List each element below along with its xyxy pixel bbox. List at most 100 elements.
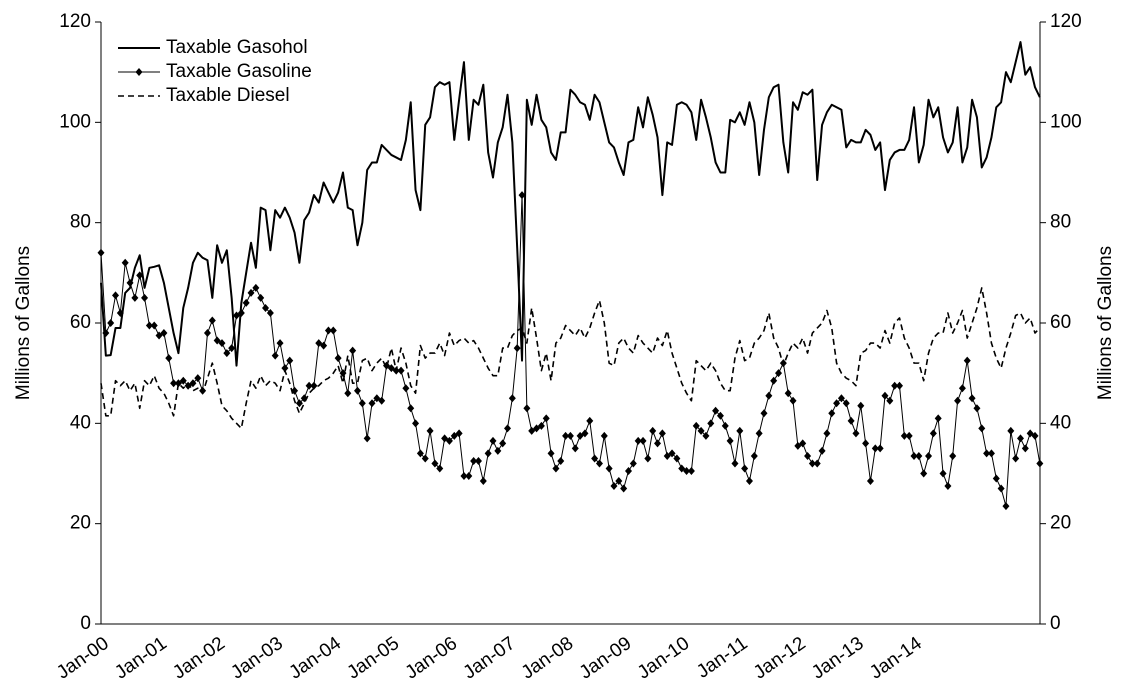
data-marker	[557, 456, 565, 465]
data-marker	[421, 454, 429, 463]
y2-tick-label: 40	[1050, 412, 1071, 433]
y-tick-label: 60	[70, 312, 91, 333]
data-marker	[262, 303, 270, 312]
legend-marker	[135, 68, 143, 76]
data-marker	[571, 444, 579, 453]
data-marker	[978, 424, 986, 433]
data-marker	[271, 351, 279, 360]
data-marker	[363, 434, 371, 443]
data-marker	[518, 191, 526, 200]
data-marker	[925, 451, 933, 460]
data-marker	[213, 336, 221, 345]
y2-axis-title: Millions of Gallons	[1095, 246, 1116, 400]
data-marker	[862, 439, 870, 448]
data-marker	[750, 451, 758, 460]
data-marker	[891, 381, 899, 390]
data-marker	[562, 431, 570, 440]
data-marker	[678, 464, 686, 473]
data-marker	[387, 364, 395, 373]
data-marker	[358, 399, 366, 408]
data-marker	[794, 441, 802, 450]
data-marker	[857, 401, 865, 410]
data-marker	[707, 419, 715, 428]
data-marker	[194, 374, 202, 383]
data-marker	[150, 321, 158, 330]
data-marker	[745, 477, 753, 486]
data-marker	[295, 399, 303, 408]
data-marker	[445, 436, 453, 445]
data-marker	[233, 311, 241, 320]
data-marker	[416, 449, 424, 458]
data-marker	[378, 396, 386, 405]
data-marker	[537, 421, 545, 430]
data-marker	[513, 344, 521, 353]
y-tick-label: 100	[59, 111, 91, 132]
data-marker	[886, 396, 894, 405]
y-tick-label: 0	[80, 613, 91, 634]
data-marker	[852, 429, 860, 438]
data-marker	[949, 451, 957, 460]
data-marker	[726, 436, 734, 445]
data-marker	[566, 431, 574, 440]
data-marker	[595, 459, 603, 468]
data-marker	[1007, 426, 1015, 435]
data-marker	[731, 459, 739, 468]
data-marker	[155, 331, 163, 340]
data-marker	[112, 291, 120, 300]
data-marker	[436, 464, 444, 473]
data-marker	[1002, 502, 1010, 511]
data-marker	[610, 482, 618, 491]
y2-tick-label: 80	[1050, 212, 1071, 233]
data-marker	[741, 464, 749, 473]
data-marker	[997, 484, 1005, 493]
data-marker	[344, 389, 352, 398]
data-marker	[412, 419, 420, 428]
data-marker	[102, 329, 110, 338]
data-marker	[479, 477, 487, 486]
data-marker	[920, 469, 928, 478]
data-marker	[407, 404, 415, 413]
data-marker	[712, 406, 720, 415]
data-marker	[203, 329, 211, 338]
y-tick-label: 20	[70, 513, 91, 534]
y2-tick-label: 60	[1050, 312, 1071, 333]
data-marker	[697, 426, 705, 435]
data-marker	[591, 454, 599, 463]
data-marker	[934, 414, 942, 423]
data-marker	[523, 404, 531, 413]
data-marker	[702, 431, 710, 440]
data-marker	[542, 414, 550, 423]
data-marker	[223, 349, 231, 358]
y-tick-label: 40	[70, 412, 91, 433]
data-marker	[547, 449, 555, 458]
data-marker	[179, 376, 187, 385]
data-marker	[533, 424, 541, 433]
data-marker	[426, 426, 434, 435]
data-marker	[1031, 431, 1039, 440]
data-marker	[823, 429, 831, 438]
data-marker	[808, 459, 816, 468]
data-marker	[252, 283, 260, 292]
data-marker	[397, 366, 405, 375]
data-marker	[170, 379, 178, 388]
data-marker	[915, 451, 923, 460]
data-marker	[368, 399, 376, 408]
y2-tick-label: 20	[1050, 513, 1071, 534]
y-tick-label: 120	[59, 11, 91, 32]
data-marker	[804, 451, 812, 460]
data-marker	[881, 391, 889, 400]
data-marker	[1026, 429, 1034, 438]
data-marker	[474, 456, 482, 465]
data-marker	[784, 389, 792, 398]
data-marker	[373, 394, 381, 403]
data-marker	[658, 429, 666, 438]
data-marker	[281, 364, 289, 373]
data-marker	[528, 426, 536, 435]
data-marker	[760, 409, 768, 418]
data-marker	[663, 451, 671, 460]
data-marker	[634, 436, 642, 445]
data-marker	[799, 439, 807, 448]
data-marker	[683, 466, 691, 475]
data-marker	[837, 394, 845, 403]
data-marker	[629, 459, 637, 468]
